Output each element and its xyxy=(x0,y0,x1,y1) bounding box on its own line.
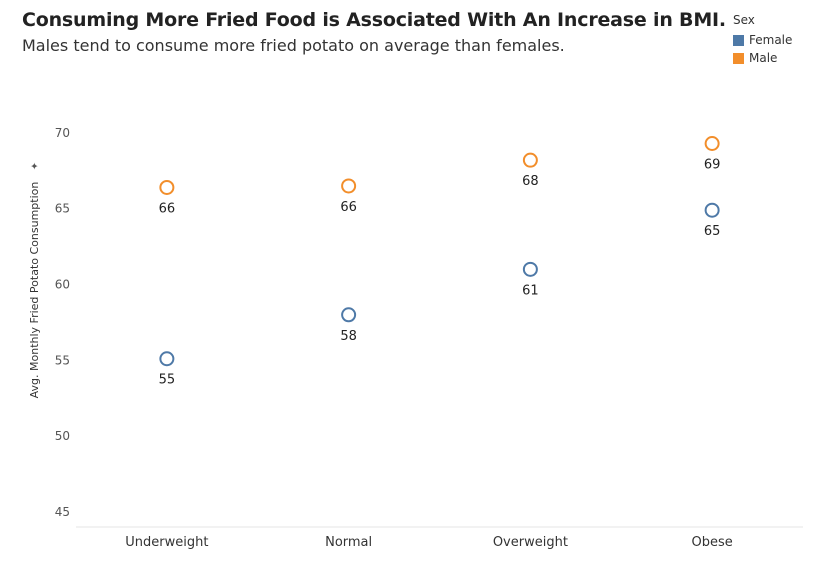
y-tick-label: 60 xyxy=(55,277,70,291)
y-tick-label: 70 xyxy=(55,126,70,140)
data-label-female: 61 xyxy=(522,283,539,298)
y-tick-label: 45 xyxy=(55,505,70,519)
data-label-male: 69 xyxy=(704,158,721,173)
data-labels: 55 58 61 65 66 66 68 69 xyxy=(159,158,721,388)
data-point-male[interactable] xyxy=(522,152,538,168)
data-label-male: 66 xyxy=(159,201,176,216)
data-point-male[interactable] xyxy=(159,179,175,195)
legend-item-female[interactable]: Female xyxy=(733,31,792,49)
chart-subtitle: Males tend to consume more fried potato … xyxy=(22,36,565,55)
legend-swatch-female xyxy=(733,34,744,46)
pin-icon[interactable]: ✦ xyxy=(30,162,41,170)
y-tick-label: 50 xyxy=(55,429,70,443)
data-label-female: 65 xyxy=(704,224,721,239)
legend-item-male[interactable]: Male xyxy=(733,49,792,67)
x-category-label: Obese xyxy=(691,535,732,550)
legend-label-male: Male xyxy=(749,51,778,65)
legend-title: Sex xyxy=(733,13,755,27)
axes: Avg. Monthly Fried Potato Consumption ✦ xyxy=(28,162,803,528)
data-points xyxy=(159,136,720,367)
data-point-female[interactable] xyxy=(704,202,720,218)
legend-label-female: Female xyxy=(749,33,793,47)
data-point-female[interactable] xyxy=(341,307,357,323)
y-axis-title: Avg. Monthly Fried Potato Consumption xyxy=(28,182,41,399)
legend: Sex Female Male xyxy=(733,13,792,67)
x-categories: Underweight Normal Overweight Obese xyxy=(125,535,732,550)
data-point-male[interactable] xyxy=(341,178,357,194)
y-tick-label: 65 xyxy=(55,202,70,216)
data-label-female: 55 xyxy=(159,373,176,388)
data-point-male[interactable] xyxy=(704,136,720,152)
data-label-male: 68 xyxy=(522,174,539,189)
data-point-female[interactable] xyxy=(522,261,538,277)
chart-title: Consuming More Fried Food is Associated … xyxy=(22,9,726,31)
y-tick-label: 55 xyxy=(55,353,70,367)
legend-swatch-male xyxy=(733,52,744,64)
y-ticks: 45 50 55 60 65 70 xyxy=(55,126,70,519)
data-label-female: 58 xyxy=(340,329,357,344)
data-label-male: 66 xyxy=(340,200,357,215)
data-point-female[interactable] xyxy=(159,351,175,367)
x-category-label: Overweight xyxy=(493,535,568,550)
x-category-label: Normal xyxy=(325,535,372,550)
x-category-label: Underweight xyxy=(125,535,208,550)
